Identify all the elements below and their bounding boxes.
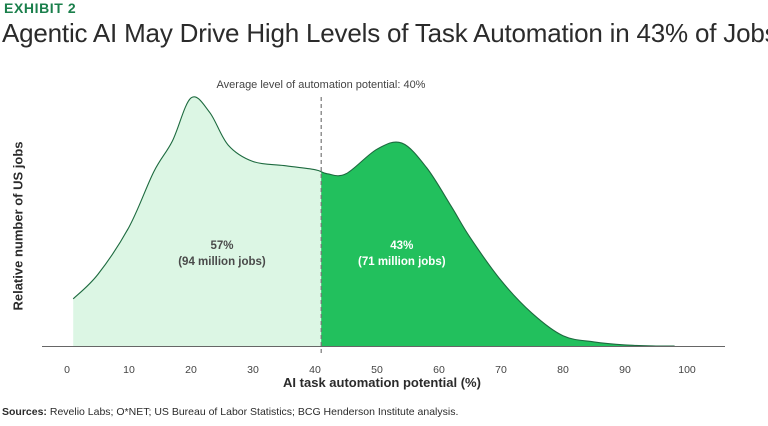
sources-label: Sources: (2, 406, 47, 418)
x-tick-label: 20 (185, 364, 197, 376)
above_average-percent: 43% (390, 240, 413, 252)
x-tick-label: 40 (309, 364, 321, 376)
y-axis-label: Relative number of US jobs (10, 141, 26, 311)
exhibit-label: EXHIBIT 2 (4, 0, 77, 16)
below_average-percent: 57% (210, 240, 233, 252)
sources-text: Revelio Labs; O*NET; US Bureau of Labor … (46, 406, 459, 418)
density-curve (72, 96, 675, 347)
area-above-average (321, 141, 675, 347)
x-tick-label: 0 (64, 364, 70, 376)
average-label: Average level of automation potential: 4… (217, 79, 426, 91)
x-tick-label: 10 (123, 364, 135, 376)
below_average-jobs: (94 million jobs) (178, 256, 266, 268)
x-tick-labels: 0 10 20 30 40 50 60 70 80 90 100 (64, 364, 696, 376)
sources-note: Sources: Revelio Labs; O*NET; US Bureau … (2, 406, 458, 418)
x-tick-label: 50 (371, 364, 383, 376)
region-labels: 57% (94 million jobs) 43% (71 million jobs) (178, 240, 446, 268)
x-axis-label: AI task automation potential (%) (283, 375, 481, 390)
x-tick-label: 90 (619, 364, 631, 376)
above_average-jobs: (71 million jobs) (358, 256, 446, 268)
x-tick-label: 70 (495, 364, 507, 376)
x-tick-label: 60 (433, 364, 445, 376)
x-tick-label: 80 (557, 364, 569, 376)
area-below-average (73, 96, 322, 346)
x-tick-label: 100 (678, 364, 696, 376)
x-tick-label: 30 (247, 364, 259, 376)
chart-title: Agentic AI May Drive High Levels of Task… (2, 18, 768, 48)
